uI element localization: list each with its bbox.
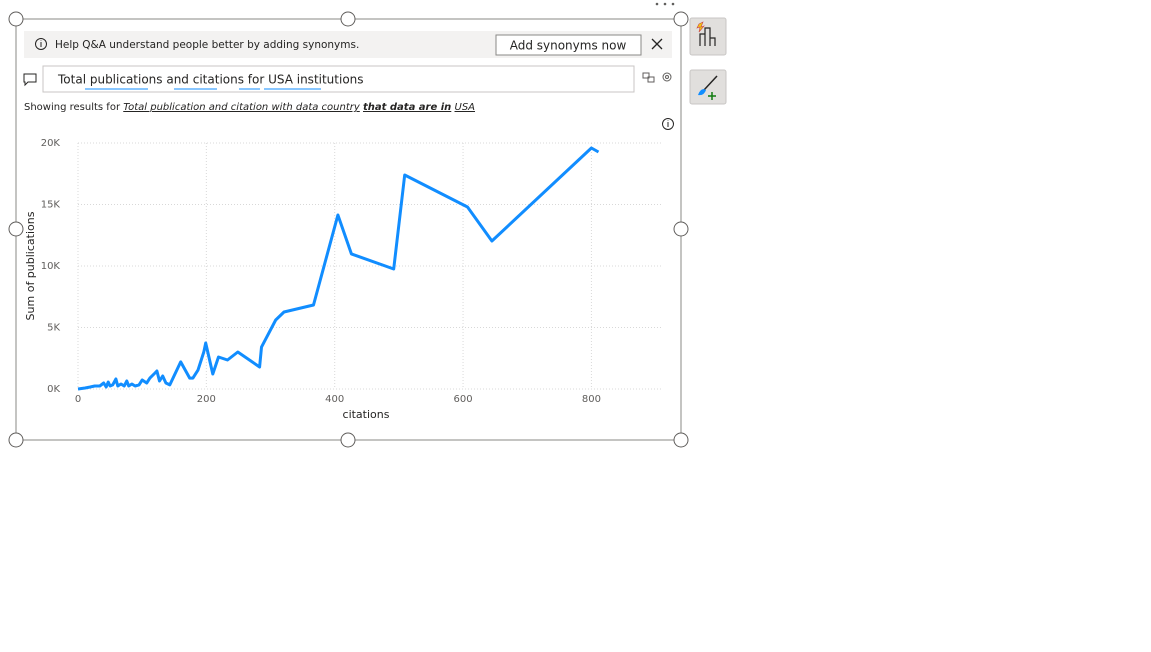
query-tools[interactable] xyxy=(642,72,672,83)
data-line xyxy=(77,146,600,391)
add-synonyms-button[interactable] xyxy=(495,34,642,56)
y-tick-label: 0K xyxy=(47,384,60,395)
query-input[interactable] xyxy=(42,65,635,93)
turn-into-visual-button[interactable] xyxy=(689,17,727,56)
x-axis-title: citations xyxy=(343,408,390,421)
banner-text: Help Q&A understand people better by add… xyxy=(55,39,359,51)
restatement-part[interactable]: USA xyxy=(455,102,476,113)
add-synonyms-label[interactable]: Add synonyms now xyxy=(510,39,627,53)
chat-icon xyxy=(23,73,37,87)
y-tick-label: 10K xyxy=(41,261,61,272)
x-tick-label: 0 xyxy=(75,394,81,405)
x-tick-label: 400 xyxy=(325,394,344,405)
visual-info-icon[interactable] xyxy=(662,118,674,130)
format-button[interactable] xyxy=(689,69,727,105)
x-tick-label: 800 xyxy=(582,394,601,405)
y-tick-label: 15K xyxy=(41,200,61,211)
resize-handles[interactable] xyxy=(8,11,689,448)
showing-results: Showing results for Total publication an… xyxy=(24,102,475,113)
restatement-part[interactable]: that data are in xyxy=(363,102,451,113)
x-tick-label: 200 xyxy=(197,394,216,405)
y-axis-title: Sum of publications xyxy=(24,211,37,320)
info-icon xyxy=(35,38,47,50)
y-tick-label: 5K xyxy=(47,323,60,334)
x-tick-label: 600 xyxy=(454,394,473,405)
query-text[interactable]: Total publications and citations for USA… xyxy=(57,73,364,87)
more-options[interactable] xyxy=(655,2,675,6)
close-banner[interactable] xyxy=(651,38,663,50)
restatement-part[interactable]: Total publication and citation with data… xyxy=(123,102,361,113)
showing-prefix: Showing results for xyxy=(24,102,121,113)
y-tick-label: 20K xyxy=(41,138,61,149)
